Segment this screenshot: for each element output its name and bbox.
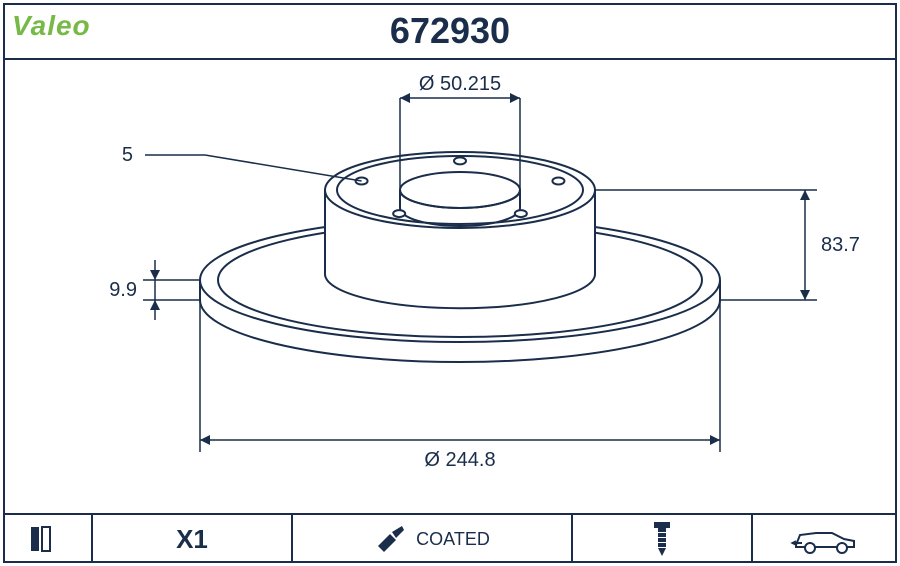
svg-text:Ø 244.8: Ø 244.8 (424, 449, 495, 471)
footer-bolt-icon (573, 515, 753, 563)
svg-text:5: 5 (122, 144, 133, 166)
coated-label: COATED (416, 529, 490, 550)
footer-bar: X1 COATED (3, 513, 897, 563)
technical-drawing: Ø 50.215 5 9.9 83.7 Ø 244.8 (5, 60, 895, 508)
brand-logo: Valeo (12, 10, 91, 42)
footer-quantity: X1 (93, 515, 293, 563)
quantity-label: X1 (176, 524, 208, 555)
footer-axle-icon (3, 515, 93, 563)
brush-icon (374, 524, 408, 554)
svg-text:83.7: 83.7 (821, 234, 860, 256)
svg-text:9.9: 9.9 (109, 279, 137, 301)
footer-car-icon (753, 515, 897, 563)
part-number: 672930 (390, 10, 510, 52)
svg-text:Ø 50.215: Ø 50.215 (419, 73, 501, 95)
footer-coated: COATED (293, 515, 573, 563)
